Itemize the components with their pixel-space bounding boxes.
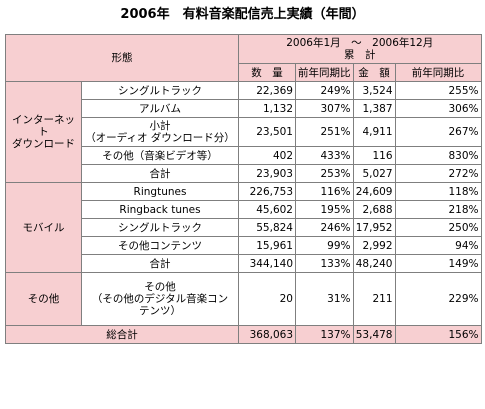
sales-table: 形態 2006年1月 ～ 2006年12月 累 計 数 量 前年同期比 金 額 … bbox=[5, 34, 482, 344]
cell-amount-yoy: 149% bbox=[394, 254, 482, 273]
table-row: シングルトラック 55,824 246% 17,952 250% bbox=[6, 218, 482, 237]
cell-qty: 15,961 bbox=[238, 236, 296, 255]
cell-amount-yoy: 267% bbox=[394, 117, 482, 147]
cell-qty-yoy: 195% bbox=[295, 200, 354, 219]
cell-qty: 1,132 bbox=[238, 99, 296, 118]
section-name-line: モバイル bbox=[22, 221, 65, 234]
cell-amount: 1,387 bbox=[352, 99, 396, 118]
header-qty: 数 量 bbox=[238, 63, 296, 82]
header-period-range: 2006年1月 ～ 2006年12月 bbox=[286, 37, 434, 49]
total-qty-yoy: 137% bbox=[295, 325, 354, 344]
table-row: Ringback tunes 45,602 195% 2,688 218% bbox=[6, 200, 482, 219]
header-period: 2006年1月 ～ 2006年12月 累 計 bbox=[238, 34, 482, 64]
header-amount-yoy: 前年同期比 bbox=[394, 63, 482, 82]
cell-qty-yoy: 253% bbox=[295, 164, 354, 183]
header-cumulative: 累 計 bbox=[344, 49, 376, 61]
cell-qty-yoy: 433% bbox=[295, 146, 354, 165]
row-label-line: その他 bbox=[144, 281, 176, 293]
table-row: インターネット ダウンロード シングルトラック 22,369 249% 3,524 255% bbox=[5, 81, 482, 183]
grand-total-label: 総合計 bbox=[5, 325, 239, 344]
table-row: 合計 344,140 133% 48,240 149% bbox=[6, 254, 482, 273]
row-label: その他 （その他のデジタル音楽コン テンツ） bbox=[81, 272, 239, 326]
cell-qty: 402 bbox=[238, 146, 296, 165]
cell-qty: 344,140 bbox=[238, 254, 296, 273]
cell-amount-yoy: 250% bbox=[394, 218, 482, 237]
section-name-line: ダウンロード bbox=[12, 138, 75, 150]
row-label-line: （その他のデジタル音楽コン bbox=[91, 293, 229, 305]
total-amount-yoy: 156% bbox=[394, 325, 482, 344]
table-row: その他 その他 （その他のデジタル音楽コン テンツ） 20 31% 211 229% bbox=[5, 272, 482, 326]
total-amount: 53,478 bbox=[352, 325, 396, 344]
section-name-line: その他 bbox=[27, 293, 60, 305]
header-type: 形態 bbox=[5, 34, 239, 82]
table-row: 合計 23,903 253% 5,027 272% bbox=[6, 164, 482, 183]
row-label: Ringback tunes bbox=[81, 200, 239, 219]
cell-amount: 17,952 bbox=[352, 218, 396, 237]
cell-amount-yoy: 218% bbox=[394, 200, 482, 219]
cell-qty: 45,602 bbox=[238, 200, 296, 219]
row-label: アルバム bbox=[81, 99, 239, 118]
header-amount: 金 額 bbox=[352, 63, 396, 82]
cell-amount-yoy: 255% bbox=[394, 81, 482, 100]
total-qty: 368,063 bbox=[238, 325, 296, 344]
cell-qty-yoy: 99% bbox=[295, 236, 354, 255]
row-label: Ringtunes bbox=[81, 182, 239, 201]
grand-total-row: 総合計 368,063 137% 53,478 156% bbox=[5, 325, 482, 344]
cell-qty: 55,824 bbox=[238, 218, 296, 237]
table-row: アルバム 1,132 307% 1,387 306% bbox=[6, 99, 482, 118]
cell-qty: 23,903 bbox=[238, 164, 296, 183]
cell-qty-yoy: 31% bbox=[295, 272, 354, 326]
cell-amount: 4,911 bbox=[352, 117, 396, 147]
row-label: 小計 （オーディオ ダウンロード分） bbox=[81, 117, 239, 147]
cell-amount-yoy: 272% bbox=[394, 164, 482, 183]
cell-qty-yoy: 116% bbox=[295, 182, 354, 201]
table-row: その他コンテンツ 15,961 99% 2,992 94% bbox=[6, 236, 482, 255]
row-label: シングルトラック bbox=[81, 81, 239, 100]
header-qty-yoy: 前年同期比 bbox=[295, 63, 354, 82]
table-row: モバイル Ringtunes 226,753 116% 24,609 118% bbox=[5, 182, 482, 273]
cell-amount: 5,027 bbox=[352, 164, 396, 183]
cell-amount: 48,240 bbox=[352, 254, 396, 273]
cell-amount-yoy: 830% bbox=[394, 146, 482, 165]
cell-amount: 24,609 bbox=[352, 182, 396, 201]
cell-amount: 2,992 bbox=[352, 236, 396, 255]
row-label: 合計 bbox=[81, 164, 239, 183]
cell-amount-yoy: 94% bbox=[394, 236, 482, 255]
row-label-line: テンツ） bbox=[139, 305, 181, 317]
cell-qty: 22,369 bbox=[238, 81, 296, 100]
cell-amount-yoy: 229% bbox=[394, 272, 482, 326]
cell-amount-yoy: 306% bbox=[394, 99, 482, 118]
page-title: 2006年 有料音楽配信売上実績（年間） bbox=[120, 7, 365, 22]
section-name-line: インターネット bbox=[12, 114, 75, 138]
cell-qty-yoy: 133% bbox=[295, 254, 354, 273]
cell-amount: 116 bbox=[352, 146, 396, 165]
row-label: その他コンテンツ bbox=[81, 236, 239, 255]
cell-amount: 2,688 bbox=[352, 200, 396, 219]
cell-qty-yoy: 249% bbox=[295, 81, 354, 100]
cell-qty-yoy: 307% bbox=[295, 99, 354, 118]
cell-amount: 211 bbox=[352, 272, 396, 326]
cell-qty-yoy: 251% bbox=[295, 117, 354, 147]
row-label-line: 小計 bbox=[149, 120, 171, 132]
section-name: モバイル bbox=[5, 182, 82, 273]
section-name: その他 bbox=[5, 272, 82, 326]
row-label: その他（音楽ビデオ等） bbox=[81, 146, 239, 165]
cell-qty-yoy: 246% bbox=[295, 218, 354, 237]
cell-qty: 20 bbox=[238, 272, 296, 326]
row-label-line: （オーディオ ダウンロード分） bbox=[85, 132, 235, 144]
row-label: 合計 bbox=[81, 254, 239, 273]
cell-qty: 23,501 bbox=[238, 117, 296, 147]
cell-amount: 3,524 bbox=[352, 81, 396, 100]
cell-qty: 226,753 bbox=[238, 182, 296, 201]
row-label: シングルトラック bbox=[81, 218, 239, 237]
section-name: インターネット ダウンロード bbox=[5, 81, 82, 183]
cell-amount-yoy: 118% bbox=[394, 182, 482, 201]
